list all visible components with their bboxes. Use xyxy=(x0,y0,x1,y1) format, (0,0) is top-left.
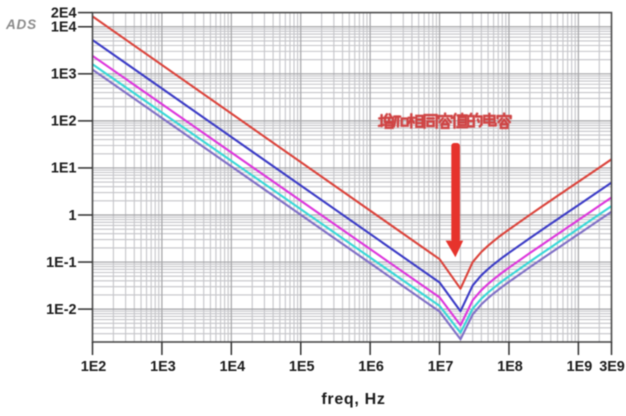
svg-text:1E4: 1E4 xyxy=(219,359,245,375)
svg-text:1E-2: 1E-2 xyxy=(46,302,76,318)
svg-text:1E8: 1E8 xyxy=(497,359,523,375)
svg-text:1E2: 1E2 xyxy=(81,359,107,375)
svg-text:1E7: 1E7 xyxy=(428,359,454,375)
svg-text:1E6: 1E6 xyxy=(358,359,384,375)
svg-text:1E3: 1E3 xyxy=(51,67,77,83)
svg-text:3E9: 3E9 xyxy=(599,359,625,375)
svg-text:1E4: 1E4 xyxy=(51,20,77,36)
svg-text:2E4: 2E4 xyxy=(51,5,77,21)
svg-text:1E3: 1E3 xyxy=(150,359,176,375)
svg-text:freq, Hz: freq, Hz xyxy=(321,391,385,408)
svg-text:ADS: ADS xyxy=(5,17,37,32)
svg-text:1E5: 1E5 xyxy=(289,359,315,375)
svg-text:1: 1 xyxy=(68,208,76,224)
svg-text:1E9: 1E9 xyxy=(567,359,593,375)
svg-text:1E-1: 1E-1 xyxy=(46,255,76,271)
svg-text:1E1: 1E1 xyxy=(51,161,77,177)
svg-text:1E2: 1E2 xyxy=(51,114,77,130)
